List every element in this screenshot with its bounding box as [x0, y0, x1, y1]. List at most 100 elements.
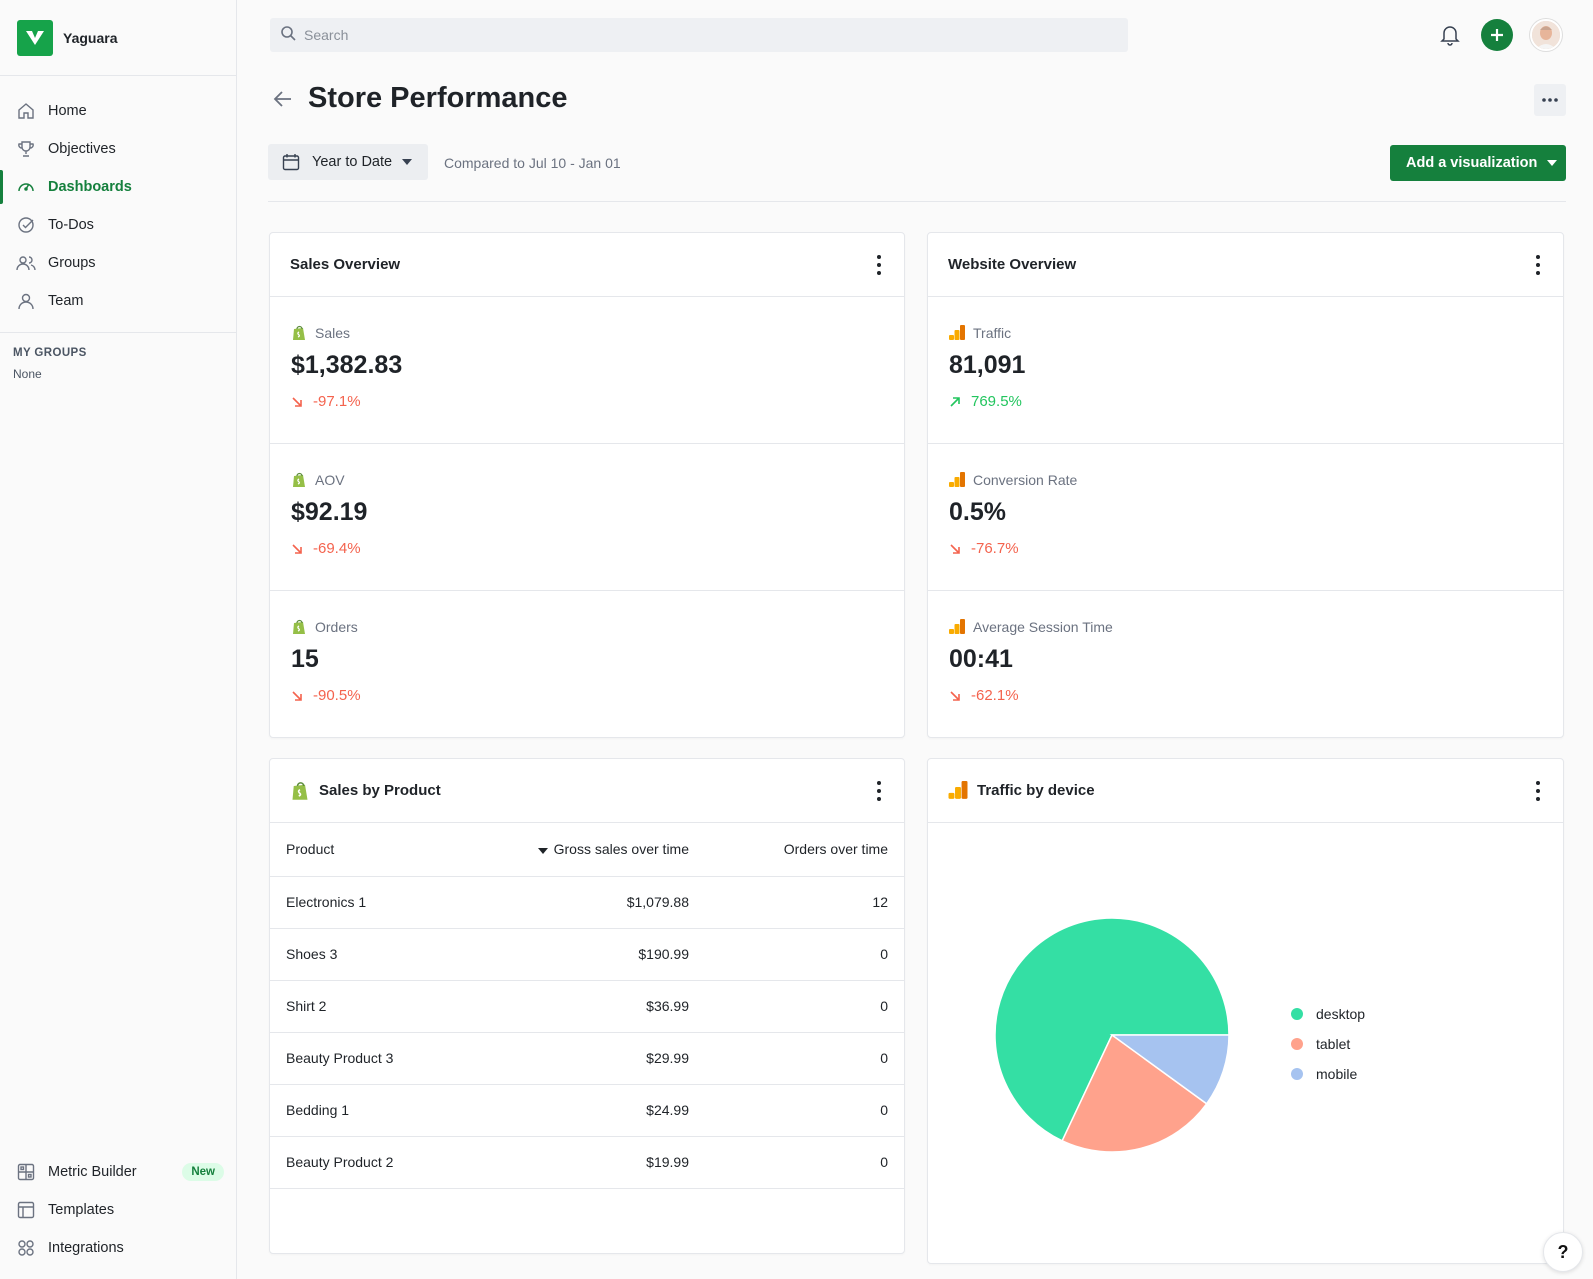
table-row[interactable]: Beauty Product 3 $29.99 0	[270, 1032, 904, 1085]
cell-gross-sales: $19.99	[479, 1136, 699, 1189]
arrow-down-right-icon	[292, 690, 302, 701]
gauge-icon	[16, 177, 36, 197]
sidebar-item-label: Metric Builder	[48, 1164, 137, 1180]
sidebar-item-home[interactable]: Home	[0, 92, 236, 130]
legend-item-mobile[interactable]: mobile	[1291, 1059, 1365, 1089]
kebab-menu-icon[interactable]	[876, 255, 882, 275]
column-header-product[interactable]: Product	[270, 823, 479, 877]
metric-label: Orders	[291, 619, 358, 635]
pie-slice-tablet[interactable]	[1061, 1033, 1208, 1153]
metric-change-text: 769.5%	[971, 393, 1022, 410]
table-row[interactable]: Bedding 1 $24.99 0	[270, 1084, 904, 1137]
column-header-orders[interactable]: Orders over time	[699, 823, 904, 877]
metric-traffic[interactable]: Traffic 81,091 769.5%	[928, 297, 1563, 444]
legend-dot	[1291, 1038, 1303, 1050]
pie-slice-mobile[interactable]	[1109, 1034, 1230, 1105]
search-bar[interactable]	[270, 18, 1128, 52]
sales-by-product-card: Sales by Product Product Gross sales ove…	[269, 758, 905, 1254]
create-button[interactable]	[1481, 19, 1513, 51]
shopify-icon	[293, 472, 305, 487]
metric-average-session-time[interactable]: Average Session Time 00:41 -62.1%	[928, 591, 1563, 738]
kebab-menu-icon[interactable]	[1535, 255, 1541, 275]
card-title: Website Overview	[948, 256, 1077, 273]
google-analytics-icon	[949, 619, 965, 634]
legend-item-desktop[interactable]: desktop	[1291, 999, 1365, 1029]
cell-product: Bedding 1	[270, 1084, 479, 1137]
add-visualization-button[interactable]: Add a visualization	[1390, 145, 1566, 181]
ellipsis-icon	[1542, 98, 1558, 102]
metric-label-text: Sales	[315, 325, 351, 341]
sidebar-item-templates[interactable]: Templates	[0, 1191, 236, 1229]
sidebar-nav: Home Objectives Dashboards To-Dos Groups	[0, 76, 236, 320]
sidebar-item-label: Home	[48, 103, 87, 119]
sidebar-item-groups[interactable]: Groups	[0, 244, 236, 282]
kebab-menu-icon[interactable]	[876, 781, 882, 801]
cell-gross-sales: $36.99	[479, 980, 699, 1033]
add-visualization-label: Add a visualization	[1406, 155, 1538, 171]
table-header-row: Product Gross sales over time Orders ove…	[270, 823, 904, 877]
sidebar-item-label: Objectives	[48, 141, 116, 157]
help-button[interactable]: ?	[1543, 1232, 1583, 1272]
arrow-down-right-icon	[950, 543, 960, 554]
brand-logo-icon	[17, 19, 53, 56]
metric-label-text: AOV	[315, 472, 345, 488]
plus-icon	[1491, 29, 1503, 41]
bell-icon[interactable]	[1440, 24, 1464, 48]
sidebar-bottom-nav: Metric Builder New Templates Integration…	[0, 1153, 236, 1267]
my-groups-section: MY GROUPS None	[0, 332, 236, 395]
cell-orders: 0	[699, 1084, 904, 1137]
column-header-label: Gross sales over time	[553, 841, 689, 858]
metric-change: -76.7%	[949, 540, 1019, 557]
cell-gross-sales: $190.99	[479, 928, 699, 981]
kebab-menu-icon[interactable]	[1535, 781, 1541, 801]
sidebar-item-metric-builder[interactable]: Metric Builder New	[0, 1153, 236, 1191]
table-row[interactable]: Shoes 3 $190.99 0	[270, 928, 904, 981]
sidebar-item-team[interactable]: Team	[0, 282, 236, 320]
sidebar-item-objectives[interactable]: Objectives	[0, 130, 236, 168]
sidebar-item-label: Dashboards	[48, 179, 132, 195]
shopify-icon	[293, 619, 305, 634]
arrow-down-right-icon	[292, 543, 302, 554]
home-icon	[16, 101, 36, 121]
pie-slice-desktop[interactable]	[994, 917, 1230, 1142]
cell-orders: 0	[699, 1136, 904, 1189]
more-options-button[interactable]	[1534, 84, 1566, 116]
arrow-down-right-icon	[292, 396, 302, 407]
metric-change: -69.4%	[291, 540, 361, 557]
table-row[interactable]: Shirt 2 $36.99 0	[270, 980, 904, 1033]
metric-label: Sales	[291, 325, 350, 341]
card-title: Traffic by device	[977, 782, 1095, 799]
sidebar-item-label: Templates	[48, 1202, 115, 1218]
metric-value: 15	[291, 645, 319, 673]
sidebar-item-todos[interactable]: To-Dos	[0, 206, 236, 244]
table-row[interactable]: Electronics 1 $1,079.88 12	[270, 876, 904, 929]
date-range-dropdown[interactable]: Year to Date	[268, 144, 428, 180]
arrow-down-right-icon	[950, 690, 960, 701]
metric-label-text: Average Session Time	[973, 619, 1113, 635]
sidebar-item-dashboards[interactable]: Dashboards	[0, 168, 236, 206]
traffic-by-device-card: Traffic by device desktop tablet mobile	[927, 758, 1564, 1264]
legend-item-tablet[interactable]: tablet	[1291, 1029, 1365, 1059]
apps-icon	[16, 1238, 36, 1258]
metric-change-text: -69.4%	[313, 540, 361, 557]
cell-orders: 0	[699, 980, 904, 1033]
back-arrow-icon[interactable]	[272, 88, 296, 112]
cell-gross-sales: $29.99	[479, 1032, 699, 1085]
metric-orders[interactable]: Orders 15 -90.5%	[270, 591, 904, 738]
brand[interactable]: Yaguara	[0, 0, 236, 76]
metric-conversion-rate[interactable]: Conversion Rate 0.5% -76.7%	[928, 444, 1563, 591]
search-input[interactable]	[304, 27, 1104, 43]
metric-sales[interactable]: Sales $1,382.83 -97.1%	[270, 297, 904, 444]
table-row[interactable]: Beauty Product 2 $19.99 0	[270, 1136, 904, 1189]
google-analytics-icon	[949, 325, 965, 340]
metric-change-text: -76.7%	[971, 540, 1019, 557]
avatar[interactable]	[1530, 19, 1562, 51]
metric-label: AOV	[291, 472, 345, 488]
shopify-icon	[293, 325, 305, 340]
sidebar-item-integrations[interactable]: Integrations	[0, 1229, 236, 1267]
cell-gross-sales: $24.99	[479, 1084, 699, 1137]
new-badge: New	[182, 1163, 224, 1181]
pie-legend: desktop tablet mobile	[1291, 999, 1365, 1089]
metric-aov[interactable]: AOV $92.19 -69.4%	[270, 444, 904, 591]
column-header-gross-sales[interactable]: Gross sales over time	[479, 823, 699, 877]
